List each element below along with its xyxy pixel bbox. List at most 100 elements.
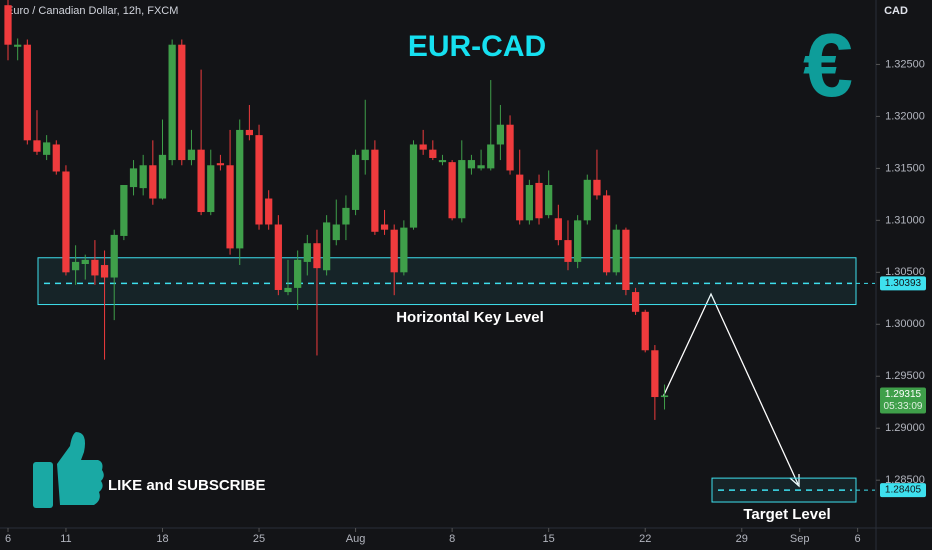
- x-tick-label: 11: [60, 533, 71, 545]
- zone-label: Horizontal Key Level: [396, 309, 544, 326]
- icon-hand: [57, 432, 104, 505]
- candle-body: [419, 144, 427, 150]
- candle-body: [81, 259, 89, 264]
- candle-body: [265, 198, 273, 225]
- y-tick-label: 1.31500: [885, 162, 925, 174]
- x-tick-label: 25: [253, 533, 265, 545]
- zones: Horizontal Key Level 1.30393 Target Level 1…: [37, 257, 926, 523]
- x-tick-label: 8: [449, 533, 455, 545]
- candle-body: [496, 124, 505, 145]
- price-badge-label: 1.30393: [885, 278, 922, 289]
- candle-body: [168, 44, 176, 161]
- candle-body: [342, 207, 350, 225]
- candle-body: [371, 149, 379, 232]
- candle-body: [380, 224, 389, 230]
- candle-body: [400, 227, 408, 273]
- candle-body: [4, 5, 12, 45]
- candle-body: [236, 129, 244, 249]
- candle-body: [71, 261, 80, 271]
- icon-cuff: [33, 462, 53, 508]
- candle-body: [448, 162, 456, 219]
- candle-body: [120, 185, 128, 236]
- candle-body: [91, 259, 99, 276]
- candle-body: [574, 220, 582, 262]
- price-badge: [880, 483, 926, 498]
- candle-body: [622, 229, 630, 290]
- x-tick-label: 6: [855, 533, 861, 545]
- candle-body: [313, 243, 321, 269]
- candle-body: [545, 185, 553, 216]
- arrow-path: [662, 292, 799, 485]
- thumbs-up-icon: [33, 432, 104, 508]
- zone-label: Target Level: [743, 506, 830, 523]
- candle-body: [409, 144, 418, 228]
- candle-body: [438, 160, 447, 163]
- symbol-info: Euro / Canadian Dollar, 12h, FXCM: [6, 5, 178, 17]
- x-tick-label: Aug: [346, 533, 366, 545]
- candle-body: [351, 154, 360, 210]
- candle-body: [525, 185, 533, 221]
- candle-body: [216, 163, 225, 166]
- candle-body: [583, 179, 591, 221]
- candle-body: [226, 165, 234, 249]
- x-tick-label: 6: [5, 533, 11, 545]
- candle-body: [612, 229, 620, 273]
- candle-body: [14, 44, 22, 47]
- candle-body: [554, 218, 562, 241]
- candle-body: [255, 135, 263, 225]
- candle-body: [322, 222, 331, 271]
- candle-body: [641, 311, 649, 351]
- candle-body: [535, 182, 543, 219]
- candle-body: [110, 234, 118, 278]
- candle-body: [429, 149, 437, 158]
- candle-body: [245, 129, 253, 136]
- y-tick-label: 1.29000: [885, 422, 925, 434]
- candle-body: [660, 395, 669, 398]
- candle-body: [651, 350, 659, 398]
- candle-body: [294, 259, 302, 288]
- candle-body: [487, 144, 495, 169]
- candle-body: [467, 160, 476, 169]
- y-tick-label: 1.32000: [885, 110, 925, 122]
- candle-body: [100, 265, 109, 278]
- candle-body: [390, 229, 398, 273]
- candle-body: [564, 240, 572, 262]
- candle-body: [274, 224, 282, 290]
- candle-body: [361, 149, 369, 161]
- price-badge: [880, 276, 926, 291]
- y-tick-label: 1.29500: [885, 370, 925, 382]
- candle-body: [631, 292, 640, 312]
- candle-body: [506, 124, 514, 171]
- euro-logo: €: [803, 16, 853, 116]
- candle-body: [149, 165, 157, 199]
- price-badge-label: 1.28405: [885, 485, 922, 496]
- zone-box: [37, 257, 857, 306]
- candle-body: [197, 149, 205, 213]
- candle-body: [477, 165, 485, 169]
- x-tick-label: Sep: [790, 533, 810, 545]
- candle-body: [23, 44, 31, 141]
- candle-body: [602, 195, 611, 273]
- y-tick-label: 1.30000: [885, 318, 925, 330]
- candle-body: [458, 160, 466, 219]
- y-tick-label: 1.30500: [885, 266, 925, 278]
- chart-title: EUR-CAD: [408, 30, 546, 63]
- candle-body: [62, 171, 70, 273]
- candle-body: [43, 142, 51, 155]
- candle-body: [139, 165, 147, 189]
- candle-body: [187, 149, 196, 161]
- y-tick-label: 1.31000: [885, 214, 925, 226]
- candle-body: [284, 287, 292, 293]
- candle-body: [52, 144, 60, 172]
- x-tick-label: 18: [156, 533, 168, 545]
- candle-body: [33, 140, 41, 152]
- x-tick-label: 15: [543, 533, 555, 545]
- candle-body: [593, 179, 601, 196]
- x-tick-label: 29: [736, 533, 748, 545]
- candle-body: [516, 174, 524, 221]
- candle-body: [178, 44, 186, 161]
- last-price-label: 1.29315: [885, 389, 922, 400]
- candle-body: [158, 154, 167, 199]
